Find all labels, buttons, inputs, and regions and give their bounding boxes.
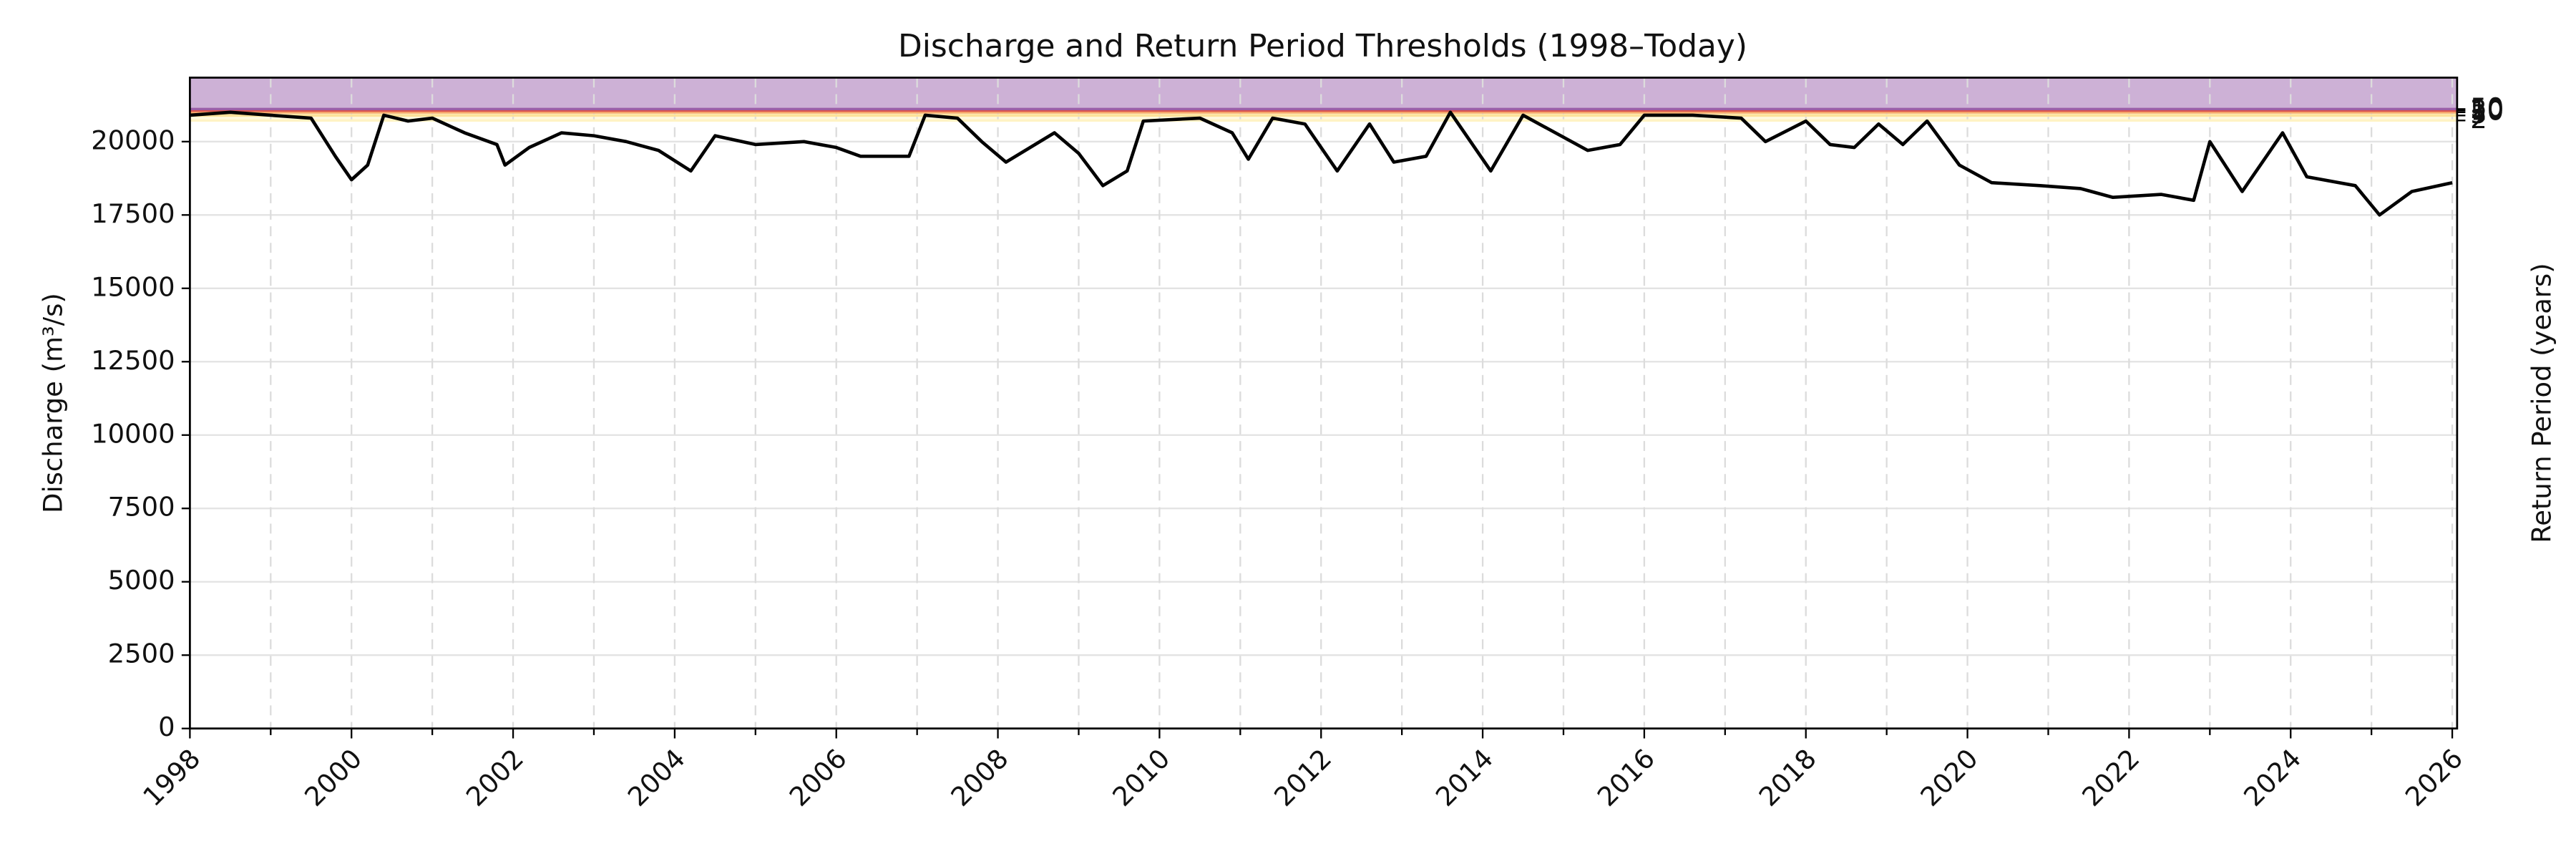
data-line [190, 110, 2453, 217]
plot-frame [189, 77, 2459, 730]
threshold-band [190, 77, 2457, 110]
y-tick-label: 5000 [108, 565, 175, 596]
x-tick-label: 2002 [460, 743, 530, 812]
y2-tick-label: 5 [2470, 99, 2487, 130]
y-tick-label: 12500 [91, 345, 175, 376]
x-tick-label: 2004 [622, 743, 691, 812]
x-tick-label: 2012 [1268, 743, 1337, 812]
threshold-band [190, 115, 2457, 121]
y2-tick-label: 10 [2470, 95, 2504, 126]
x-tick-label: 2006 [784, 743, 853, 812]
y-axis-label: Discharge (m³/s) [38, 293, 69, 513]
y-tick-label: 10000 [91, 418, 175, 449]
y2-axis-label: Return Period (years) [2526, 263, 2557, 543]
x-tick-label: 2010 [1107, 743, 1176, 812]
y-tick-label: 20000 [91, 125, 175, 155]
x-tick-label: 2020 [1915, 743, 1984, 812]
chart-title: Discharge and Return Period Thresholds (… [898, 28, 1747, 64]
x-tick-label: 2008 [945, 743, 1015, 812]
x-tick-label: 1998 [137, 743, 207, 812]
y2-tick-label: 20 [2470, 94, 2504, 125]
y2-tick-label: 50 [2470, 92, 2504, 123]
y-tick-label: 15000 [91, 271, 175, 302]
x-tick-label: 2014 [1430, 743, 1499, 812]
x-tick-label: 2026 [2399, 743, 2469, 812]
x-tick-label: 2016 [1591, 743, 1661, 812]
y-tick-label: 0 [158, 712, 175, 742]
x-tick-label: 2022 [2077, 743, 2146, 812]
x-tick-label: 2018 [1753, 743, 1823, 812]
y2-tick-label: 2 [2470, 104, 2487, 135]
x-tick-label: 2024 [2238, 743, 2307, 812]
y-tick-label: 17500 [91, 198, 175, 229]
y-tick-label: 7500 [108, 492, 175, 523]
threshold-band [190, 112, 2457, 116]
y-tick-label: 2500 [108, 639, 175, 669]
x-tick-label: 2000 [298, 743, 368, 812]
